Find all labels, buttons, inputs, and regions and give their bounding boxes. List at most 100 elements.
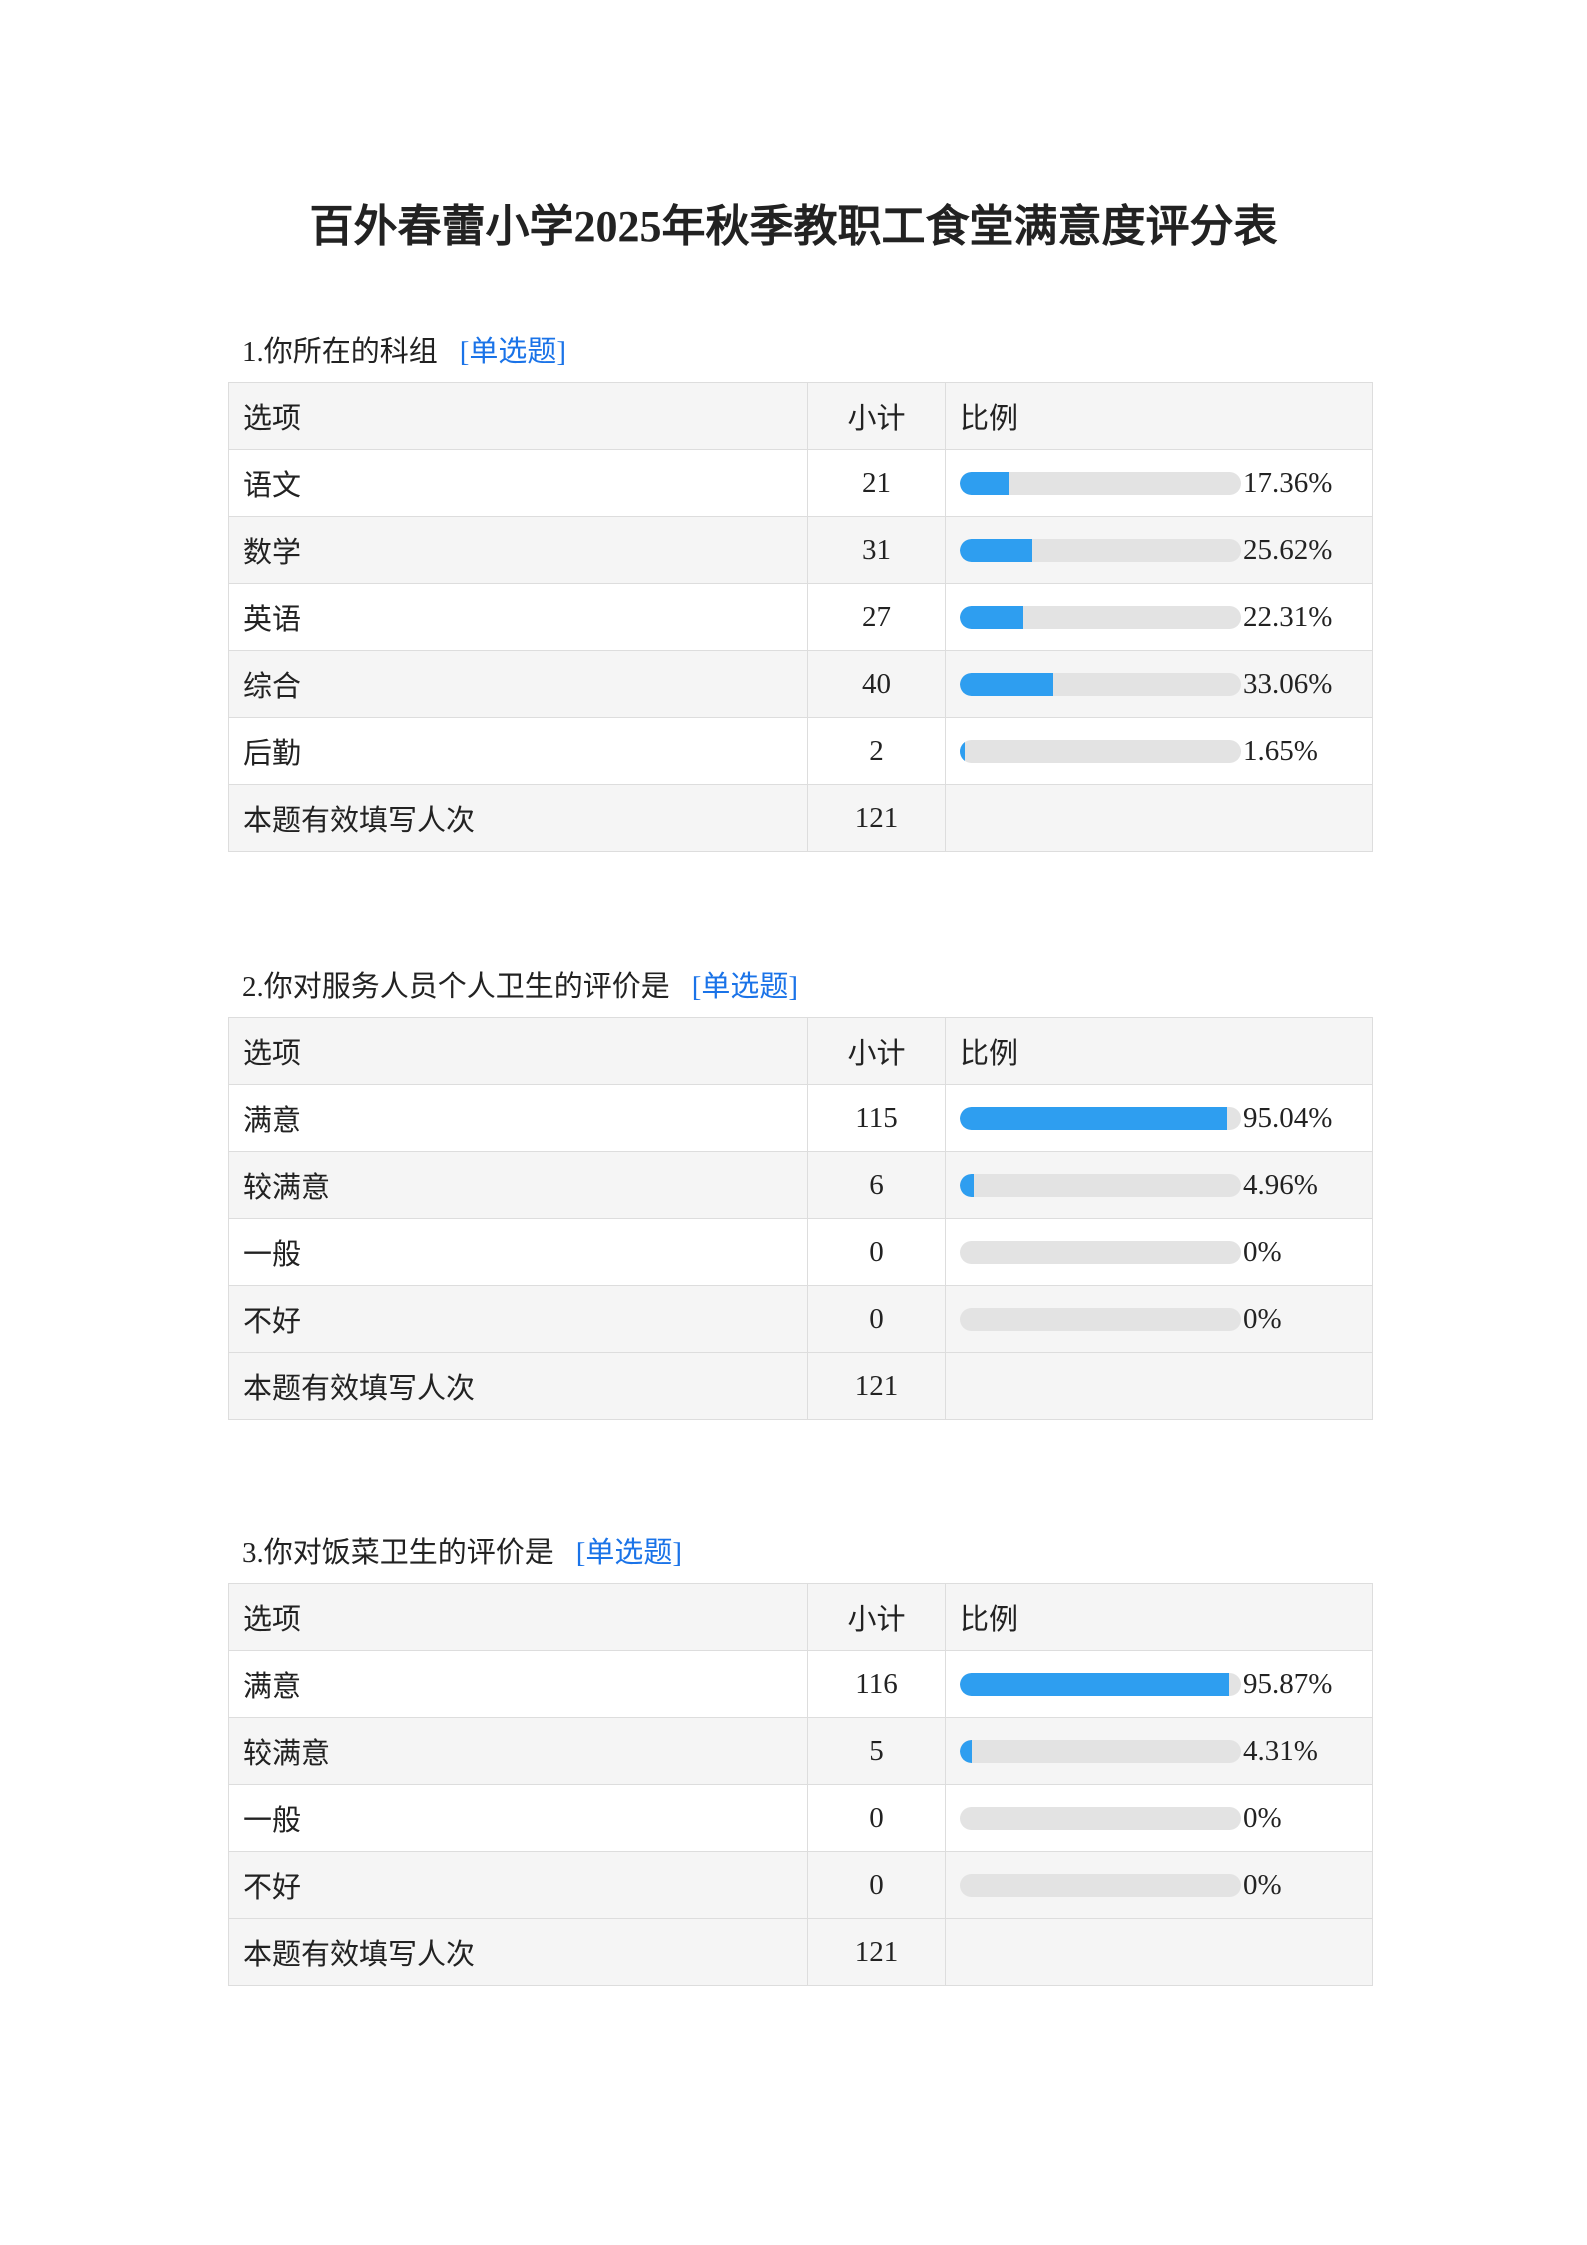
header-cell: 小计 (807, 1017, 946, 1085)
count-cell: 116 (807, 1650, 946, 1718)
question-tag: [单选题] (575, 1537, 683, 1569)
percent-cell: 1.65% (945, 717, 1373, 785)
count-cell: 6 (807, 1151, 946, 1219)
percent-label: 1.65% (1243, 735, 1318, 768)
data-row: 满意 116 95.87% (228, 1650, 1373, 1718)
percent-cell: 4.31% (945, 1717, 1373, 1785)
count-cell: 27 (807, 583, 946, 651)
data-row: 满意 115 95.04% (228, 1084, 1373, 1152)
option-cell: 一般 (228, 1218, 808, 1286)
data-row: 不好 0 0% (228, 1851, 1373, 1919)
percent-cell: 4.96% (945, 1151, 1373, 1219)
header-cell: 选项 (228, 1583, 808, 1651)
percent-label: 17.36% (1243, 467, 1333, 500)
bar-track (960, 539, 1241, 563)
percent-cell: 0% (945, 1784, 1373, 1852)
bar-track (960, 740, 1241, 764)
bar-track (960, 673, 1241, 697)
question-text: 1.你所在的科组 (242, 336, 438, 368)
data-row: 英语 27 22.31% (228, 583, 1373, 651)
percent-label: 4.31% (1243, 1735, 1318, 1768)
header-row: 选项 小计 比例 (228, 382, 1373, 450)
data-row: 一般 0 0% (228, 1218, 1373, 1286)
count-cell: 0 (807, 1285, 946, 1353)
result-table: 选项 小计 比例 满意 116 95.87% 较满意 5 4.31% 一般 0 0% 不好 0 0% 本题有效… (228, 1583, 1373, 1986)
percent-label: 0% (1243, 1802, 1282, 1835)
bar-fill (960, 1174, 974, 1198)
percent-cell: 0% (945, 1285, 1373, 1353)
total-row: 本题有效填写人次 121 (228, 1918, 1373, 1986)
bar-track (960, 1874, 1241, 1898)
bar-track (960, 1740, 1241, 1764)
total-count: 121 (807, 784, 946, 852)
percent-cell: 25.62% (945, 516, 1373, 584)
question: 2.你对服务人员个人卫生的评价是 [单选题] 选项 小计 比例 满意 115 95.04% 较满… (228, 958, 1373, 1420)
header-cell: 小计 (807, 382, 946, 450)
question-tag: [单选题] (691, 971, 799, 1003)
option-cell: 不好 (228, 1285, 808, 1353)
count-cell: 31 (807, 516, 946, 584)
bar-fill (960, 740, 965, 764)
count-cell: 115 (807, 1084, 946, 1152)
bar-track (960, 1807, 1241, 1831)
percent-label: 4.96% (1243, 1169, 1318, 1202)
percent-label: 0% (1243, 1869, 1282, 1902)
data-row: 数学 31 25.62% (228, 516, 1373, 584)
bar-track (960, 1174, 1241, 1198)
count-cell: 0 (807, 1851, 946, 1919)
percent-cell: 0% (945, 1851, 1373, 1919)
percent-cell: 33.06% (945, 650, 1373, 718)
option-cell: 数学 (228, 516, 808, 584)
data-row: 较满意 6 4.96% (228, 1151, 1373, 1219)
option-cell: 综合 (228, 650, 808, 718)
option-cell: 英语 (228, 583, 808, 651)
bar-fill (960, 1107, 1228, 1131)
option-cell: 较满意 (228, 1151, 808, 1219)
result-table: 选项 小计 比例 满意 115 95.04% 较满意 6 4.96% 一般 0 0% 不好 0 0% 本题有效… (228, 1017, 1373, 1420)
option-cell: 后勤 (228, 717, 808, 785)
option-cell: 较满意 (228, 1717, 808, 1785)
count-cell: 0 (807, 1218, 946, 1286)
data-row: 后勤 2 1.65% (228, 717, 1373, 785)
data-row: 语文 21 17.36% (228, 449, 1373, 517)
data-row: 综合 40 33.06% (228, 650, 1373, 718)
header-row: 选项 小计 比例 (228, 1583, 1373, 1651)
percent-cell: 95.87% (945, 1650, 1373, 1718)
data-row: 一般 0 0% (228, 1784, 1373, 1852)
percent-label: 22.31% (1243, 601, 1333, 634)
bar-track (960, 1241, 1241, 1265)
total-empty (945, 1918, 1373, 1986)
header-cell: 选项 (228, 382, 808, 450)
header-cell: 选项 (228, 1017, 808, 1085)
percent-cell: 95.04% (945, 1084, 1373, 1152)
option-cell: 语文 (228, 449, 808, 517)
page-title: 百外春蕾小学2025年秋季教职工食堂满意度评分表 (309, 202, 1278, 251)
percent-label: 95.04% (1243, 1102, 1333, 1135)
count-cell: 5 (807, 1717, 946, 1785)
question-heading: 1.你所在的科组 [单选题] (228, 323, 1372, 381)
option-cell: 不好 (228, 1851, 808, 1919)
question: 1.你所在的科组 [单选题] 选项 小计 比例 语文 21 17.36% 数学 31 25.62% 英… (228, 323, 1373, 852)
option-cell: 一般 (228, 1784, 808, 1852)
bar-track (960, 1107, 1241, 1131)
question: 3.你对饭菜卫生的评价是 [单选题] 选项 小计 比例 满意 116 95.87% 较满意 5 4.… (228, 1524, 1373, 1986)
percent-cell: 0% (945, 1218, 1373, 1286)
total-label: 本题有效填写人次 (228, 1352, 808, 1420)
total-empty (945, 784, 1373, 852)
percent-cell: 17.36% (945, 449, 1373, 517)
count-cell: 21 (807, 449, 946, 517)
question-heading: 2.你对服务人员个人卫生的评价是 [单选题] (228, 958, 1372, 1016)
total-label: 本题有效填写人次 (228, 1918, 808, 1986)
bar-track (960, 472, 1241, 496)
bar-fill (960, 1673, 1230, 1697)
option-cell: 满意 (228, 1084, 808, 1152)
total-label: 本题有效填写人次 (228, 784, 808, 852)
header-row: 选项 小计 比例 (228, 1017, 1373, 1085)
header-cell: 比例 (945, 382, 1373, 450)
question-text: 2.你对服务人员个人卫生的评价是 (242, 971, 670, 1003)
header-cell: 小计 (807, 1583, 946, 1651)
total-row: 本题有效填写人次 121 (228, 784, 1373, 852)
bar-fill (960, 606, 1023, 630)
count-cell: 2 (807, 717, 946, 785)
